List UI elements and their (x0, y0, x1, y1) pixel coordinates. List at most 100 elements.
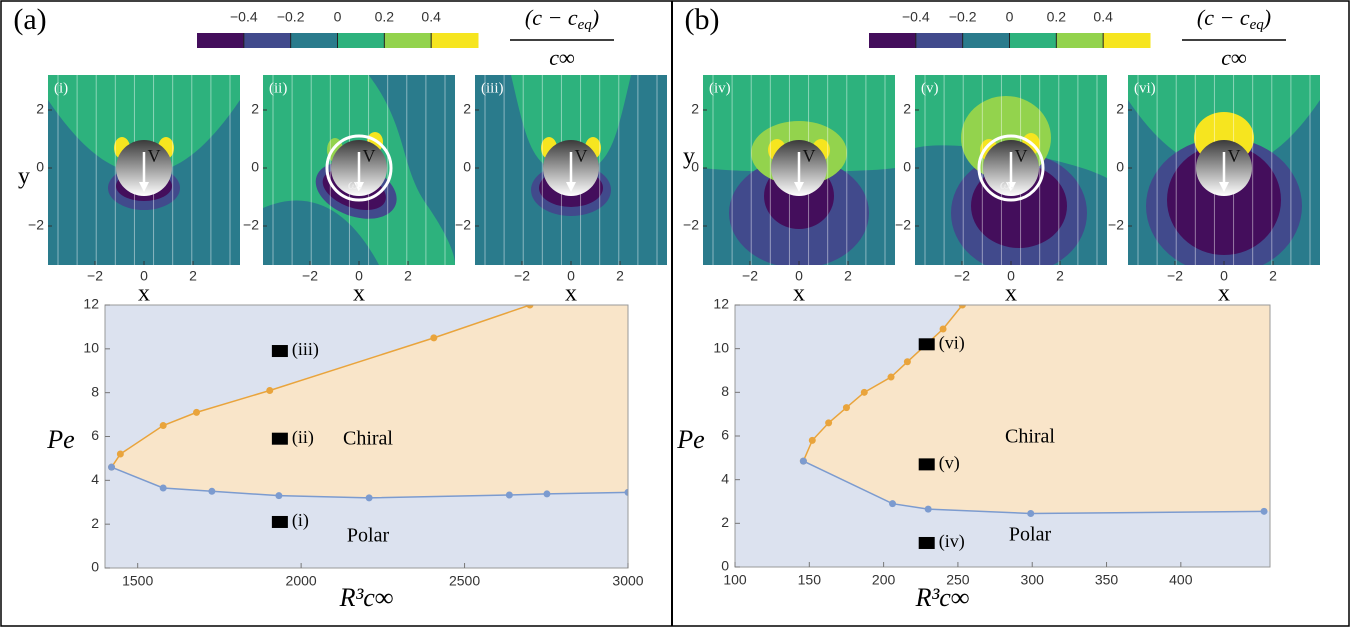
x-tick-label: 1500 (122, 573, 153, 589)
colorbar-segment (1009, 33, 1057, 48)
colorbar-tick-label: −0.2 (949, 9, 977, 25)
velocity-label: V (803, 146, 816, 166)
concentration-map: V (i) (48, 75, 240, 265)
colorbar-segment (1103, 33, 1151, 48)
rotation-label: ωz (348, 177, 363, 195)
y-tick-label: 10 (713, 339, 729, 355)
boundary-point (365, 494, 373, 502)
colorbar-label-part: (c − c (1197, 5, 1250, 30)
map-x-label: x (1005, 281, 1017, 307)
map-y-label: y (683, 144, 695, 170)
map-y-tick-label: −2 (455, 217, 471, 233)
boundary-point (159, 422, 167, 430)
velocity-label: V (575, 146, 588, 166)
x-tick-label: 300 (1021, 572, 1045, 588)
colorbar-segment (197, 33, 245, 48)
colorbar-tick-label: 0.4 (421, 9, 441, 25)
rotation-label-part: z (1009, 184, 1014, 195)
map-x-tick-label: −2 (514, 268, 530, 284)
boundary-point (505, 491, 513, 499)
boundary-point (1027, 510, 1035, 518)
colorbar-tick-label: 0.2 (375, 9, 395, 25)
map-x-tick-label: 2 (844, 268, 852, 284)
colorbar-label-part: ) (1262, 5, 1271, 30)
map-y-tick-label: 0 (691, 159, 699, 175)
boundary-point (159, 484, 167, 492)
colorbar-segment (915, 33, 964, 48)
contour-region (511, 75, 631, 173)
boundary-point (958, 305, 966, 309)
colorbar-segment (962, 33, 1010, 48)
map-x-tick-label: 2 (404, 268, 412, 284)
map-x-tick-label: 0 (795, 268, 803, 284)
map-y-label: y (18, 164, 30, 190)
x-tick-label: 3000 (612, 573, 643, 589)
x-tick-label: 400 (1169, 572, 1193, 588)
boundary-point (860, 388, 868, 396)
map-x-tick-label: −2 (87, 268, 103, 284)
state-marker-label: (i) (292, 510, 309, 531)
map-x-label: x (793, 281, 805, 307)
map-x-label: x (353, 281, 365, 307)
plot-area (735, 305, 1270, 567)
y-tick-label: 6 (721, 427, 729, 443)
map-y-tick-label: 0 (903, 159, 911, 175)
x-tick-label: 350 (1095, 572, 1119, 588)
rotation-label-part: ω (1000, 177, 1011, 193)
y-axis-label: Pe (46, 425, 74, 454)
boundary-point (903, 358, 911, 366)
x-tick-label: 2000 (286, 573, 317, 589)
map-y-tick-label: 2 (691, 101, 699, 117)
map-x-tick-label: 0 (1007, 268, 1015, 284)
region-label: Chiral (343, 428, 393, 450)
velocity-label: V (148, 146, 161, 166)
boundary-point (825, 419, 833, 427)
rotation-label: ωz (1000, 177, 1015, 195)
boundary-point (543, 490, 551, 498)
y-tick-label: 0 (721, 558, 729, 574)
colorbar-segment (1056, 33, 1104, 48)
velocity-label: V (1015, 146, 1028, 166)
colorbar-segment (337, 33, 385, 48)
map-y-tick-label: −2 (895, 217, 911, 233)
boundary-point (108, 463, 116, 471)
boundary-point (887, 373, 895, 381)
y-tick-label: 8 (91, 383, 99, 399)
colorbar-tick-label: 0 (334, 9, 342, 25)
map-y-tick-label: 2 (36, 101, 44, 117)
velocity-label: V (363, 146, 376, 166)
colorbar-tick-label: −0.4 (902, 9, 930, 25)
y-tick-label: 6 (91, 427, 99, 443)
rotation-label-part: ω (348, 177, 359, 193)
map-y-tick-label: −2 (683, 217, 699, 233)
boundary-point (939, 325, 947, 333)
colorbar-tick-label: 0.2 (1047, 9, 1067, 25)
boundary-point (526, 305, 534, 309)
velocity-arrowhead (566, 182, 576, 192)
x-tick-label: 250 (946, 572, 970, 588)
colorbar-tick-label: 0.4 (1093, 9, 1113, 25)
x-tick-label: 200 (872, 572, 896, 588)
map-y-tick-label: 0 (1116, 159, 1124, 175)
map-y-tick-label: −2 (1108, 217, 1124, 233)
map-x-tick-label: 0 (355, 268, 363, 284)
boundary-point (430, 334, 438, 342)
boundary-point (799, 457, 807, 465)
map-label: (iii) (481, 80, 504, 96)
concentration-map: Vωz (ii) (263, 75, 455, 265)
map-x-tick-label: −2 (302, 268, 318, 284)
state-marker-label: (iv) (939, 531, 965, 552)
map-y-tick-label: −2 (243, 217, 259, 233)
x-tick-label: 150 (798, 572, 822, 588)
y-tick-label: 2 (91, 515, 99, 531)
panel-label: (b) (685, 3, 720, 36)
y-tick-label: 10 (83, 340, 99, 356)
map-label: (v) (921, 80, 939, 96)
map-x-tick-label: 0 (140, 268, 148, 284)
concentration-map: V (iii) (475, 75, 667, 265)
map-label: (ii) (269, 80, 287, 96)
map-x-label: x (1218, 281, 1230, 307)
y-tick-label: 12 (713, 296, 729, 312)
velocity-label: V (1228, 146, 1241, 166)
